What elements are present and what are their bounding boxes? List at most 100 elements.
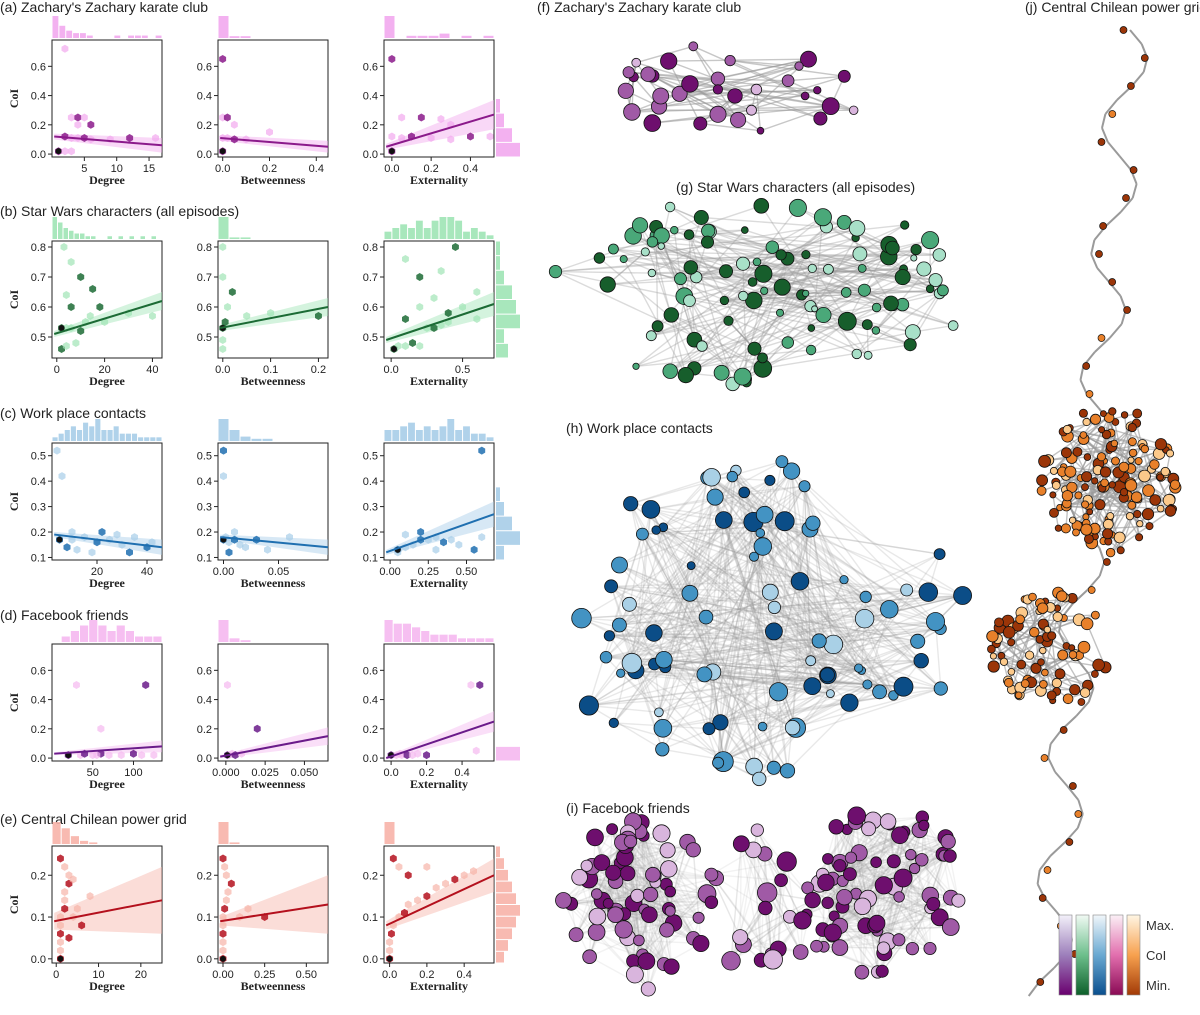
- yhist-bar: [496, 746, 520, 761]
- hist-bar: [118, 236, 123, 239]
- network-node: [604, 579, 618, 594]
- network-edge: [743, 492, 881, 693]
- plot-area: [383, 442, 495, 561]
- network-node: [626, 965, 644, 984]
- network-edge: [653, 579, 845, 634]
- network-edge: [777, 880, 782, 950]
- network-edge: [608, 533, 644, 637]
- highlight-point: [388, 148, 395, 155]
- network-edge: [827, 824, 891, 904]
- network-edge: [723, 519, 820, 642]
- network-edge: [651, 241, 708, 274]
- network-node: [753, 537, 773, 556]
- network-edge: [661, 528, 811, 750]
- y-tick-label: 0.7: [197, 272, 212, 284]
- network-edge: [770, 880, 782, 954]
- network-node: [1156, 504, 1165, 513]
- network-edge: [868, 828, 912, 856]
- data-point: [417, 113, 425, 122]
- network-edge: [632, 902, 665, 965]
- network-edge: [788, 75, 845, 82]
- data-point: [243, 312, 251, 320]
- network-node: [1091, 610, 1100, 620]
- network-edge: [812, 523, 829, 675]
- network-edge: [763, 268, 924, 275]
- network-edge: [588, 704, 659, 713]
- workplace-nodes: [571, 455, 972, 787]
- y-tick-label: 0.6: [363, 302, 378, 314]
- data-point: [219, 336, 227, 344]
- network-edge: [629, 841, 665, 965]
- subplot-degree: 5 10 15 Degree 0.0 0.2 0.4 0.6 CoI: [7, 16, 163, 187]
- hist-bar: [423, 228, 431, 239]
- network-node: [641, 906, 658, 923]
- x-tick-label: 0.4: [457, 969, 472, 981]
- network-edge: [690, 565, 828, 676]
- network-node: [847, 806, 866, 826]
- network-edge: [846, 829, 851, 875]
- network-edge: [665, 594, 963, 668]
- network-edge: [730, 907, 766, 962]
- x-tick-label: 0.4: [454, 767, 469, 779]
- hist-bar: [229, 36, 240, 38]
- y-tick-label: 0.4: [197, 695, 212, 707]
- network-node: [774, 873, 788, 887]
- network-edge: [763, 273, 847, 294]
- network-edge: [752, 849, 802, 953]
- network-node: [839, 575, 849, 585]
- network-edge: [791, 470, 929, 593]
- x-tick-label: 0.2: [262, 163, 277, 175]
- hist-bar: [66, 30, 73, 38]
- network-edge: [653, 470, 793, 634]
- data-point: [77, 327, 85, 335]
- x-tick-label: 0.00: [213, 566, 234, 578]
- network-node: [879, 813, 897, 830]
- network-node: [631, 57, 641, 68]
- network-node: [870, 856, 882, 868]
- network-edge: [650, 491, 745, 511]
- network-node: [1061, 490, 1074, 502]
- data-point: [219, 345, 227, 353]
- network-node: [732, 929, 749, 946]
- data-point: [126, 134, 134, 142]
- network-edge: [721, 331, 913, 374]
- data-point: [414, 896, 421, 905]
- network-edge: [729, 59, 831, 107]
- network-edge: [858, 850, 914, 949]
- chart-row-b: (b) Star Wars characters (all episodes)0…: [0, 203, 520, 388]
- network-edge: [722, 521, 786, 760]
- network-node: [721, 951, 741, 971]
- network-node: [608, 243, 619, 255]
- network-edge: [624, 857, 670, 910]
- data-point: [402, 315, 409, 323]
- network-edge: [730, 916, 791, 962]
- network-node: [664, 905, 676, 917]
- network-edge: [581, 606, 775, 619]
- network-node: [1046, 690, 1057, 701]
- network-node: [766, 760, 781, 775]
- network-node: [905, 849, 917, 861]
- network-node: [1141, 507, 1155, 521]
- network-edge: [591, 865, 671, 912]
- confidence-band: [220, 727, 328, 759]
- network-node: [926, 612, 946, 632]
- network-node: [903, 338, 917, 352]
- network-edge: [705, 616, 859, 669]
- data-point: [437, 267, 445, 275]
- data-point: [130, 749, 137, 758]
- y-tick-label: 0.7: [31, 272, 46, 284]
- network-edge: [752, 849, 762, 961]
- network-edge: [1082, 412, 1172, 508]
- network-edge: [628, 509, 652, 605]
- y-tick-label: 0.6: [197, 61, 212, 73]
- data-point: [138, 751, 146, 760]
- hist-bar: [240, 36, 251, 38]
- network-edge: [762, 546, 834, 645]
- facebook-left-nodes: [555, 812, 724, 997]
- data-point: [416, 342, 424, 350]
- data-point: [88, 548, 96, 557]
- network-edge: [735, 470, 812, 661]
- data-point: [444, 309, 452, 317]
- network-node: [941, 918, 960, 936]
